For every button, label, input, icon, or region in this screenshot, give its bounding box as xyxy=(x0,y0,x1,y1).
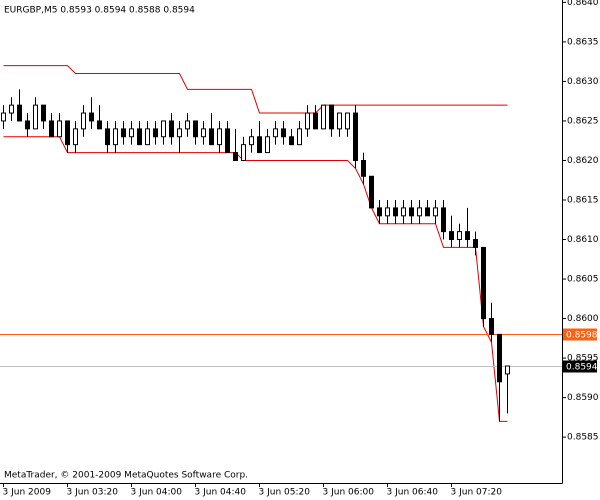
candle-body xyxy=(305,112,310,130)
candle-body xyxy=(41,104,46,122)
candle-body xyxy=(65,120,70,146)
candle-body xyxy=(361,159,366,177)
candle-body xyxy=(225,128,230,154)
candle-body xyxy=(145,128,150,146)
candle-body xyxy=(193,120,198,138)
candle-body xyxy=(329,104,334,130)
x-tick-label: 3 Jun 06:00 xyxy=(323,488,375,498)
candle-body xyxy=(497,333,502,383)
x-tick-label: 3 Jun 03:20 xyxy=(67,488,119,498)
candle-body xyxy=(17,104,22,122)
candle-body xyxy=(121,128,126,138)
candle-body xyxy=(81,112,86,130)
candle-body xyxy=(1,112,6,122)
candle-body xyxy=(129,128,134,138)
candle-body xyxy=(161,120,166,138)
candle-body xyxy=(433,207,438,217)
candle-body xyxy=(281,128,286,138)
candle-body xyxy=(249,136,254,146)
channel-line xyxy=(3,65,508,114)
candle-body xyxy=(89,112,94,122)
candle-body xyxy=(217,128,222,146)
candle-body xyxy=(273,128,278,138)
candle-body xyxy=(201,128,206,138)
x-tick-label: 3 Jun 2009 xyxy=(3,488,52,498)
candle-body xyxy=(97,120,102,130)
candle-body xyxy=(9,104,14,114)
candle-body xyxy=(489,318,494,335)
candle-body xyxy=(209,128,214,146)
y-tick-label: 0.8605 xyxy=(567,275,599,285)
candle-body xyxy=(185,120,190,130)
candle-body xyxy=(321,104,326,130)
y-tick-label: 0.8585 xyxy=(567,433,599,443)
candle-body xyxy=(337,112,342,130)
candle-body xyxy=(417,207,422,217)
candle-body xyxy=(377,207,382,217)
candle-body xyxy=(257,136,262,154)
candle-body xyxy=(297,128,302,146)
x-tick-label: 3 Jun 07:20 xyxy=(451,488,503,498)
candle-body xyxy=(385,207,390,217)
candle-body xyxy=(289,136,294,146)
y-tick-label: 0.8615 xyxy=(567,195,599,205)
candle-body xyxy=(73,128,78,146)
y-tick-label: 0.8610 xyxy=(567,235,599,245)
candle-body xyxy=(265,136,270,154)
candle-body xyxy=(49,120,54,138)
y-tick-label: 0.8595 xyxy=(567,354,599,364)
candle-body xyxy=(505,365,510,375)
y-tick-label: 0.8640 xyxy=(567,0,599,8)
candle-body xyxy=(241,144,246,161)
candle-body xyxy=(153,128,158,138)
candle-body xyxy=(105,128,110,146)
price-label: 0.8594 xyxy=(566,363,598,373)
x-tick-label: 3 Jun 06:40 xyxy=(387,488,439,498)
candle-body xyxy=(113,128,118,146)
candle-body xyxy=(353,112,358,161)
candle-body xyxy=(313,112,318,130)
y-tick-label: 0.8635 xyxy=(567,37,599,47)
y-tick-label: 0.8590 xyxy=(567,393,599,403)
candle-body xyxy=(457,231,462,241)
candle-body xyxy=(465,231,470,241)
x-tick-label: 3 Jun 04:00 xyxy=(131,488,183,498)
x-tick-label: 3 Jun 04:40 xyxy=(195,488,247,498)
candle-body xyxy=(233,152,238,161)
chart-header: EURGBP,M5 0.8593 0.8594 0.8588 0.8594 xyxy=(4,6,195,16)
channel-line xyxy=(3,136,508,422)
y-tick-label: 0.8600 xyxy=(567,314,599,324)
candle-body xyxy=(33,104,38,130)
candle-body xyxy=(25,120,30,130)
y-tick-label: 0.8620 xyxy=(567,156,599,166)
candle-body xyxy=(473,239,478,248)
price-label-box xyxy=(563,328,597,341)
price-label: 0.8598 xyxy=(566,331,598,341)
candle-body xyxy=(369,175,374,209)
candle-body xyxy=(393,207,398,217)
candle-body xyxy=(425,207,430,217)
copyright: MetaTrader, © 2001-2009 MetaQuotes Softw… xyxy=(4,471,248,481)
candle-body xyxy=(177,128,182,138)
y-tick-label: 0.8630 xyxy=(567,77,599,87)
price-label-box xyxy=(563,360,597,373)
candle-body xyxy=(169,120,174,138)
candle-body xyxy=(449,231,454,241)
candle-body xyxy=(441,207,446,233)
candle-body xyxy=(137,128,142,146)
y-tick-label: 0.8625 xyxy=(567,116,599,126)
candle-body xyxy=(481,246,486,320)
candle-body xyxy=(57,120,62,138)
candle-body xyxy=(345,112,350,130)
candle-body xyxy=(409,207,414,217)
candle-body xyxy=(401,207,406,217)
x-tick-label: 3 Jun 05:20 xyxy=(259,488,311,498)
